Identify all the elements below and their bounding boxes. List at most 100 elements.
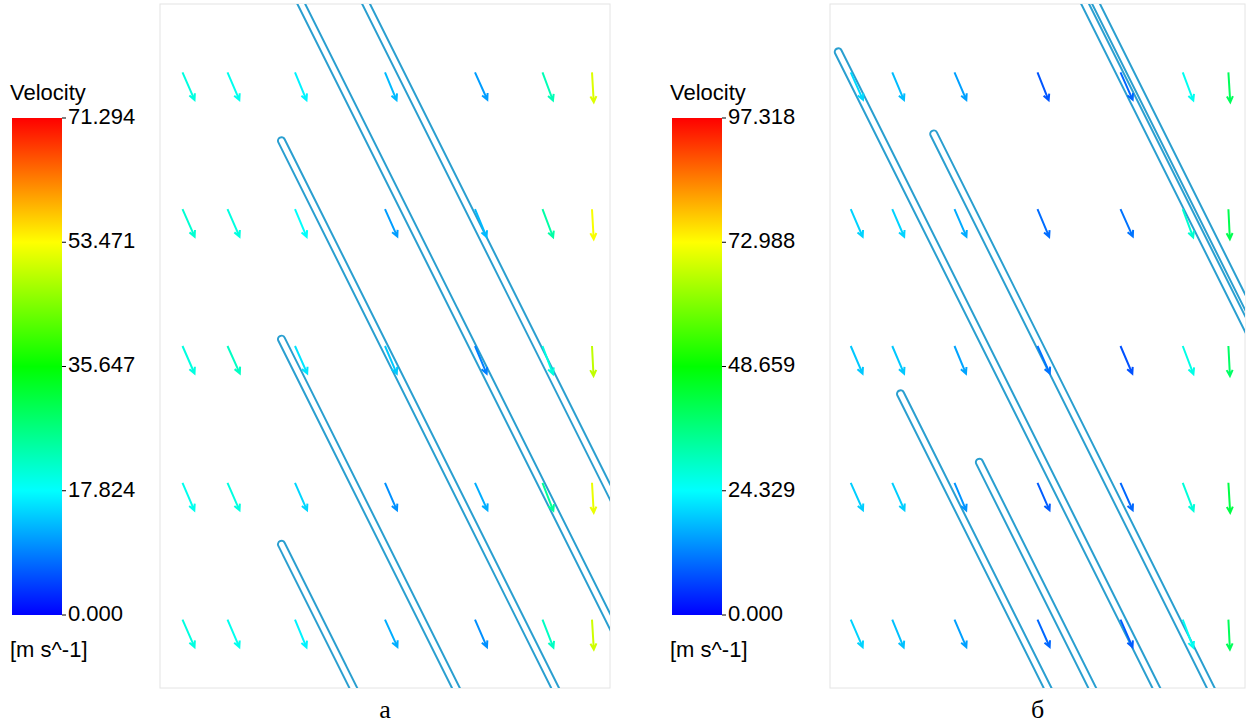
velocity-vector	[543, 483, 554, 511]
velocity-vector	[1227, 346, 1233, 376]
velocity-vector	[1227, 72, 1233, 102]
colorbar-tick-label: 24.329	[728, 477, 795, 502]
velocity-vector	[385, 72, 397, 100]
velocity-vector	[475, 72, 488, 99]
colorbar-tick	[722, 118, 726, 119]
velocity-vector	[851, 209, 863, 237]
colorbar-tick-label: 0.000	[728, 601, 783, 626]
velocity-vector	[590, 620, 596, 650]
velocity-vector	[543, 346, 554, 374]
colorbar: Velocity 0.000 17.824 35.647 53.471 71.294 [m …	[10, 80, 135, 662]
blade-inner	[282, 544, 454, 688]
velocity-vector	[1183, 72, 1194, 100]
colorbar-title: Velocity	[670, 80, 746, 105]
blade-inner	[250, 4, 610, 688]
panel: Velocity 0.000 17.824 35.647 53.471 71.294 [m …	[10, 0, 808, 728]
blade-inner	[349, 4, 610, 688]
blade	[979, 462, 1192, 688]
velocity-vector	[295, 346, 308, 373]
velocity-vector	[228, 72, 240, 100]
colorbar-tick	[62, 366, 66, 367]
colorbar-tick	[62, 118, 66, 119]
velocity-vector	[228, 483, 240, 510]
velocity-vector	[1121, 620, 1133, 647]
colorbar-tick-label: 53.471	[68, 228, 135, 253]
velocity-vector	[228, 209, 240, 236]
velocity-vector	[385, 483, 397, 511]
colorbar-tick	[62, 615, 66, 616]
velocity-vector	[590, 209, 596, 239]
velocity-vector	[892, 209, 904, 237]
colorbar-tick-label: 17.824	[68, 477, 135, 502]
colorbar-tick	[62, 490, 66, 491]
velocity-vector	[543, 620, 555, 648]
velocity-vector	[183, 209, 195, 236]
blade-inner	[1079, 4, 1245, 688]
blade-inner	[901, 394, 1148, 688]
velocity-vector	[475, 620, 487, 648]
figure: Velocity 0.000 17.824 35.647 53.471 71.294 [m …	[0, 0, 1252, 728]
blade	[1017, 4, 1245, 688]
velocity-vector	[1183, 483, 1194, 511]
colorbar-tick-label: 71.294	[68, 104, 135, 129]
blade-inner	[282, 141, 611, 688]
velocity-vector	[475, 209, 487, 237]
velocity-vector	[1038, 620, 1050, 647]
blade	[282, 544, 454, 688]
velocity-vector	[892, 72, 904, 100]
colorbar: Velocity0.00024.32948.65972.98897.318[m …	[670, 80, 795, 662]
blade-inner	[282, 339, 556, 688]
velocity-vector	[851, 72, 864, 99]
velocity-vector	[892, 483, 904, 510]
velocity-vector	[1121, 483, 1133, 510]
velocity-vector	[590, 483, 596, 513]
velocity-vector	[590, 72, 596, 102]
plot-area	[838, 4, 1245, 688]
velocity-vector	[1121, 346, 1133, 374]
velocity-vector	[1038, 72, 1050, 100]
velocity-vector	[1183, 620, 1194, 648]
colorbar-tick	[722, 242, 726, 243]
velocity-vector	[1183, 209, 1194, 237]
blade	[282, 339, 556, 688]
velocity-vector	[228, 346, 241, 373]
colorbar-tick-label: 0.000	[68, 601, 123, 626]
blade-inner	[838, 52, 1245, 688]
colorbar-scale	[672, 118, 722, 615]
colorbar-tick-label: 72.988	[728, 228, 795, 253]
velocity-vector	[955, 483, 967, 511]
velocity-vector	[1038, 209, 1050, 237]
colorbar-tick-label: 48.659	[728, 352, 795, 377]
velocity-vector	[955, 346, 967, 374]
velocity-vector	[385, 209, 398, 236]
velocity-vector	[1121, 72, 1133, 99]
velocity-vector	[183, 72, 195, 99]
velocity-vector	[385, 620, 398, 647]
velocity-vector	[590, 346, 596, 376]
plot-area	[183, 4, 611, 688]
blade	[282, 141, 611, 688]
velocity-vector	[851, 620, 863, 648]
colorbar-unit: [m s^-1]	[10, 637, 88, 662]
velocity-vector	[1183, 346, 1194, 374]
velocity-vector	[955, 209, 967, 237]
velocity-vector	[892, 346, 904, 374]
panel-label: а	[379, 695, 391, 724]
blade-inner	[979, 462, 1192, 688]
velocity-vector	[1227, 209, 1233, 239]
velocity-vector	[475, 346, 487, 374]
panel: Velocity0.00024.32948.65972.98897.318[m …	[670, 0, 1252, 728]
blade	[250, 4, 610, 688]
velocity-vector	[295, 209, 307, 237]
colorbar-tick	[722, 615, 726, 616]
velocity-vector	[1227, 483, 1233, 513]
velocity-vector	[955, 72, 967, 100]
colorbar-tick-label: 35.647	[68, 352, 135, 377]
velocity-vector	[1038, 483, 1050, 510]
velocity-vector	[543, 72, 554, 100]
colorbar-unit: [m s^-1]	[670, 637, 748, 662]
colorbar-title: Velocity	[10, 80, 86, 105]
velocity-vector	[228, 620, 240, 648]
panel-label: б	[1031, 695, 1044, 724]
velocity-vector	[183, 483, 195, 511]
